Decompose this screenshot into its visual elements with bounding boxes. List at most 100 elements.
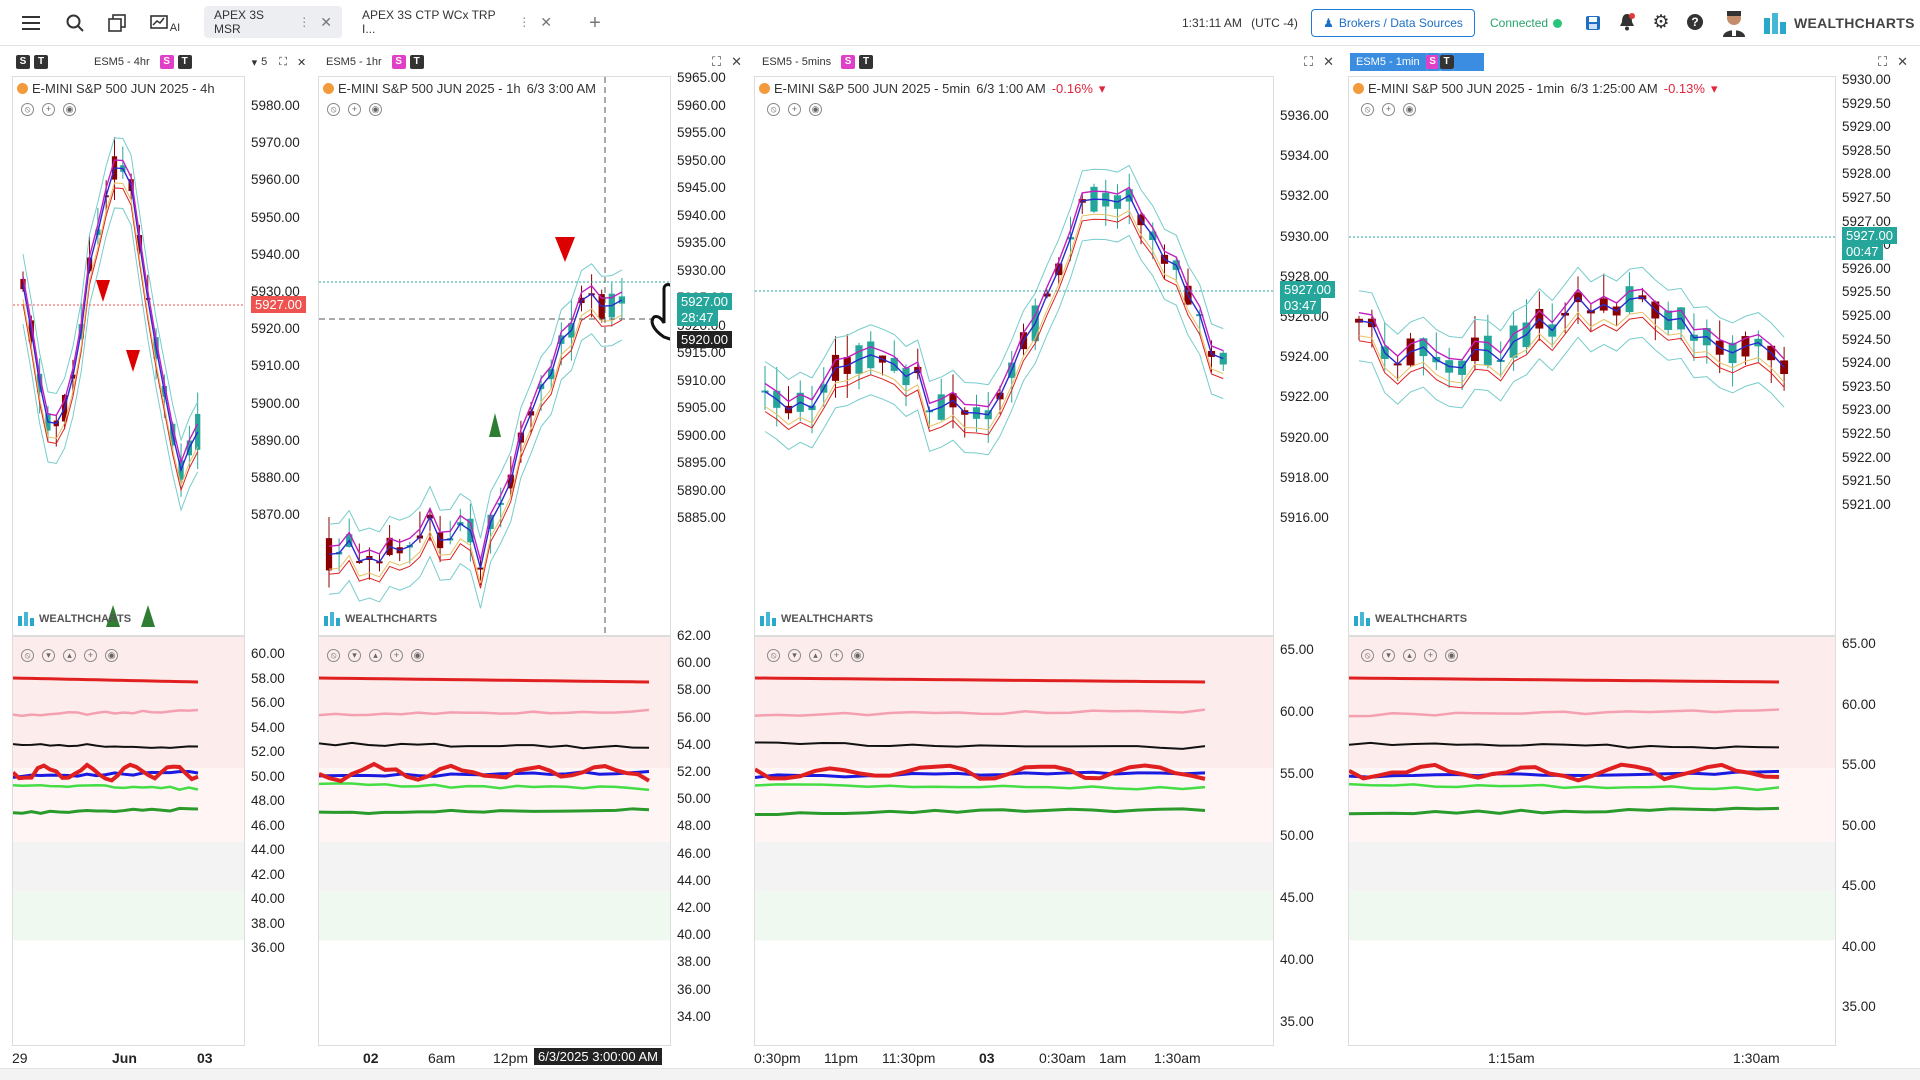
tab-more-icon[interactable]: ⋮ [518, 15, 531, 29]
add-indicator-icon[interactable]: + [42, 103, 55, 116]
pane-symbol[interactable]: ESM5 - 5mins [762, 56, 832, 68]
chart-tools[interactable]: ⦸ + ◉ [1361, 103, 1416, 116]
osc-eye-icon[interactable]: ◉ [411, 649, 424, 662]
tab-apex-3s-ctp[interactable]: APEX 3S CTP WCx TRP I... ⋮ ✕ [352, 6, 562, 38]
tab-more-icon[interactable]: ⋮ [298, 15, 311, 29]
drawing-icon[interactable]: ⦸ [1361, 103, 1374, 116]
strategy-badge-s[interactable]: S [841, 55, 856, 69]
osc-tools[interactable]: ⦸ ▾ ▴ + ◉ [21, 649, 118, 662]
pane-symbol[interactable]: ESM5 - 1min [1350, 53, 1426, 71]
osc-expand-icon[interactable]: ▴ [1403, 649, 1416, 662]
tab-close-icon[interactable]: ✕ [540, 13, 552, 30]
settings-gear-icon[interactable]: ⚙ [1652, 11, 1670, 33]
status-bar [0, 1068, 1920, 1080]
notifications-icon[interactable] [1616, 11, 1638, 33]
osc-drawing-icon[interactable]: ⦸ [767, 649, 780, 662]
close-pane-icon[interactable]: ✕ [1897, 54, 1908, 69]
osc-tools[interactable]: ⦸ ▾ ▴ + ◉ [327, 649, 424, 662]
oscillator-panel[interactable]: ⦸ ▾ ▴ + ◉ [12, 636, 245, 1046]
tools-badge-t[interactable]: T [34, 55, 48, 69]
tab-close-icon[interactable]: ✕ [320, 13, 332, 30]
osc-eye-icon[interactable]: ◉ [105, 649, 118, 662]
chart-date: 6/3 3:00 AM [526, 81, 596, 96]
price-chart[interactable]: E-MINI S&P 500 JUN 2025 - 1h 6/3 3:00 AM … [318, 76, 671, 636]
close-pane-icon[interactable]: ✕ [731, 54, 742, 69]
drawing-icon[interactable]: ⦸ [767, 103, 780, 116]
chart-tools[interactable]: ⦸ + ◉ [327, 103, 382, 116]
osc-drawing-icon[interactable]: ⦸ [21, 649, 34, 662]
oscillator-panel[interactable]: ⦸ ▾ ▴ + ◉ [1348, 636, 1836, 1046]
pane-symbol[interactable]: ESM5 - 4hr [94, 56, 150, 68]
close-pane-icon[interactable]: ✕ [1323, 54, 1334, 69]
price-chart[interactable]: E-MINI S&P 500 JUN 2025 - 4h ⦸ + ◉ WEALTHC… [12, 76, 245, 636]
osc-drawing-icon[interactable]: ⦸ [1361, 649, 1374, 662]
maximize-icon[interactable]: ⛶ [1877, 54, 1888, 69]
add-indicator-icon[interactable]: + [788, 103, 801, 116]
osc-drawing-icon[interactable]: ⦸ [327, 649, 340, 662]
add-tab-icon[interactable]: + [589, 11, 601, 34]
chart-pane-5min: ESM5 - 5mins S T ⛶ ✕ E-MINI S&P 500 JUN 2… [754, 50, 1340, 1070]
osc-expand-icon[interactable]: ▴ [809, 649, 822, 662]
close-pane-icon[interactable]: ✕ [297, 56, 307, 69]
drawing-icon[interactable]: ⦸ [327, 103, 340, 116]
layout-dropdown-icon[interactable]: ▾ [251, 56, 258, 69]
price-chart[interactable]: E-MINI S&P 500 JUN 2025 - 5min 6/3 1:00 A… [754, 76, 1274, 636]
watermark: WEALTHCHARTS [17, 611, 131, 627]
price-axis[interactable]: 5936.00 5934.00 5932.00 5930.00 5928.00 5926.… [1274, 76, 1340, 636]
chart-tools[interactable]: ⦸ + ◉ [21, 103, 76, 116]
chart-tools[interactable]: ⦸ + ◉ [767, 103, 822, 116]
drawing-icon[interactable]: ⦸ [21, 103, 34, 116]
trade-badge-t[interactable]: T [409, 55, 424, 69]
price-chart[interactable]: E-MINI S&P 500 JUN 2025 - 1min 6/3 1:25:0… [1348, 76, 1836, 636]
visibility-eye-icon[interactable]: ◉ [63, 103, 76, 116]
price-axis[interactable]: 5930.00 5929.50 5929.00 5928.50 5928.00 5927.… [1836, 72, 1914, 636]
help-icon[interactable]: ? [1684, 11, 1706, 33]
tab-apex-3s-msr[interactable]: APEX 3S MSR ⋮ ✕ [204, 6, 342, 38]
oscillator-line [755, 676, 1206, 684]
menu-icon[interactable] [20, 12, 42, 34]
osc-expand-icon[interactable]: ▴ [369, 649, 382, 662]
add-indicator-icon[interactable]: + [1382, 103, 1395, 116]
osc-eye-icon[interactable]: ◉ [1445, 649, 1458, 662]
ai-chart-icon[interactable]: AI [148, 10, 182, 36]
strategy-badge-s[interactable]: S [391, 55, 406, 69]
trade-badge-t[interactable]: T [1437, 53, 1456, 71]
strategy-badge-s[interactable]: S [1423, 53, 1442, 71]
oscillator-panel[interactable]: ⦸ ▾ ▴ + ◉ [318, 636, 671, 1046]
osc-collapse-icon[interactable]: ▾ [42, 649, 55, 662]
maximize-icon[interactable]: ⛶ [711, 54, 722, 69]
osc-tools[interactable]: ⦸ ▾ ▴ + ◉ [767, 649, 864, 662]
price-axis[interactable]: 5980.00 5970.00 5960.00 5950.00 5940.00 5930.… [245, 76, 312, 636]
price-axis[interactable]: 5965.00 5960.00 5955.00 5950.00 5945.00 5940.… [671, 70, 748, 636]
osc-add-icon[interactable]: + [830, 649, 843, 662]
osc-expand-icon[interactable]: ▴ [63, 649, 76, 662]
osc-eye-icon[interactable]: ◉ [851, 649, 864, 662]
visibility-eye-icon[interactable]: ◉ [809, 103, 822, 116]
osc-add-icon[interactable]: + [390, 649, 403, 662]
maximize-icon[interactable]: ⛶ [279, 55, 287, 68]
brokers-button[interactable]: ♟ Brokers / Data Sources [1311, 9, 1475, 37]
osc-tools[interactable]: ⦸ ▾ ▴ + ◉ [1361, 649, 1458, 662]
osc-collapse-icon[interactable]: ▾ [788, 649, 801, 662]
settings-badge-s[interactable]: S [16, 55, 30, 69]
visibility-eye-icon[interactable]: ◉ [369, 103, 382, 116]
osc-collapse-icon[interactable]: ▾ [348, 649, 361, 662]
pane-symbol[interactable]: ESM5 - 1hr [326, 56, 382, 68]
osc-add-icon[interactable]: + [1424, 649, 1437, 662]
osc-add-icon[interactable]: + [84, 649, 97, 662]
trade-badge-t[interactable]: T [177, 55, 192, 69]
layouts-icon[interactable] [106, 12, 128, 34]
oscillator-panel[interactable]: ⦸ ▾ ▴ + ◉ [754, 636, 1274, 1046]
save-icon[interactable] [1582, 12, 1604, 34]
last-price-tag: 5927.00 [1842, 227, 1897, 244]
osc-tick: 60.00 [251, 646, 285, 661]
avatar[interactable] [1720, 8, 1748, 38]
trade-badge-t[interactable]: T [859, 55, 874, 69]
visibility-eye-icon[interactable]: ◉ [1403, 103, 1416, 116]
osc-collapse-icon[interactable]: ▾ [1382, 649, 1395, 662]
add-indicator-icon[interactable]: + [348, 103, 361, 116]
strategy-badge-s[interactable]: S [159, 55, 174, 69]
maximize-icon[interactable]: ⛶ [1303, 54, 1314, 69]
osc-tick: 42.00 [251, 866, 285, 882]
search-icon[interactable] [64, 12, 86, 34]
